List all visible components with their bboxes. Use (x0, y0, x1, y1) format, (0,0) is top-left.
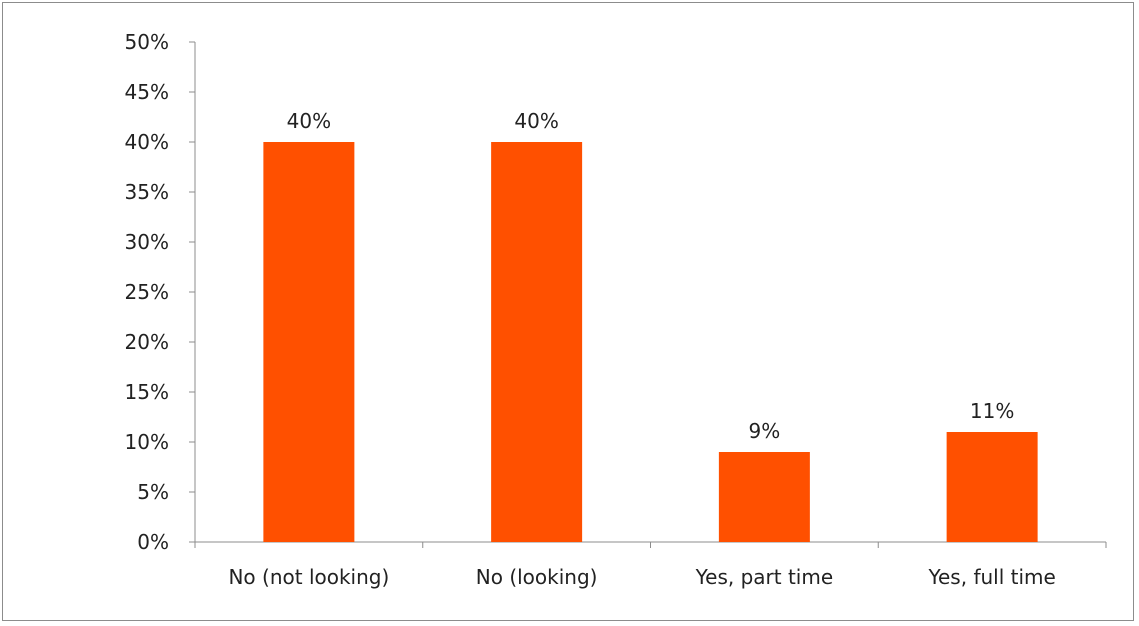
bar (263, 142, 355, 542)
bar-data-label: 9% (749, 419, 781, 443)
y-tick-label: 20% (125, 330, 169, 354)
x-axis: No (not looking) No (looking) Yes, part ti… (194, 541, 1107, 589)
x-tick-label: Yes, part time (695, 565, 834, 589)
bar (946, 432, 1038, 542)
y-tick-label: 0% (137, 530, 169, 554)
y-tick-label: 5% (137, 480, 169, 504)
bars (263, 142, 1038, 542)
y-axis: 0% 5% 10% 15% 20% 25% 30% 35% 40% 45% 50% (125, 30, 196, 554)
bar (491, 142, 583, 542)
x-tick-label: Yes, full time (927, 565, 1055, 589)
data-labels: 40% 40% 9% 11% (287, 109, 1015, 443)
y-tick-label: 30% (125, 230, 169, 254)
y-tick-label: 40% (125, 130, 169, 154)
bar (718, 452, 810, 542)
y-tick-label: 25% (125, 280, 169, 304)
y-tick-label: 45% (125, 80, 169, 104)
y-tick-label: 50% (125, 30, 169, 54)
x-tick-label: No (looking) (476, 565, 598, 589)
y-tick-label: 15% (125, 380, 169, 404)
bar-data-label: 40% (514, 109, 558, 133)
x-tick-label: No (not looking) (228, 565, 389, 589)
bar-data-label: 40% (287, 109, 331, 133)
y-tick-label: 10% (125, 430, 169, 454)
bar-data-label: 11% (970, 399, 1014, 423)
y-tick-label: 35% (125, 180, 169, 204)
